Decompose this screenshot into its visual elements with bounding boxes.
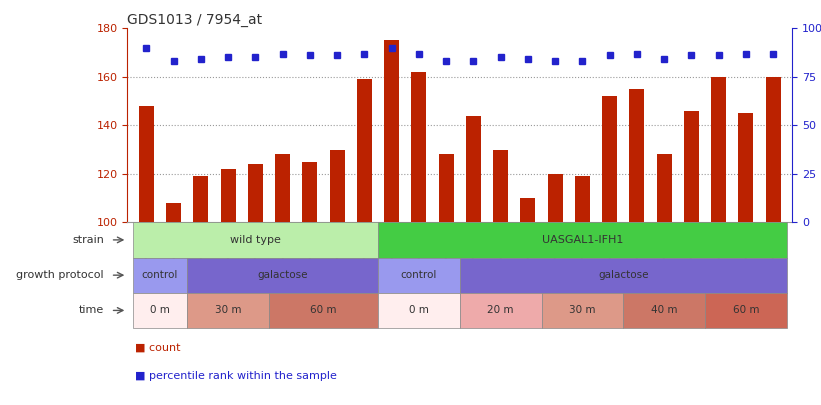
Text: galactose: galactose <box>257 270 308 280</box>
Text: 60 m: 60 m <box>732 305 759 315</box>
Text: strain: strain <box>72 235 104 245</box>
Bar <box>378 258 460 293</box>
Bar <box>575 176 590 222</box>
Text: 20 m: 20 m <box>488 305 514 315</box>
Text: ■ count: ■ count <box>135 342 181 352</box>
Text: 30 m: 30 m <box>215 305 241 315</box>
Bar <box>133 293 187 328</box>
Bar <box>657 154 672 222</box>
Bar <box>357 79 372 222</box>
Text: 0 m: 0 m <box>409 305 429 315</box>
Bar <box>411 72 426 222</box>
Bar <box>139 106 154 222</box>
Bar <box>133 258 187 293</box>
Bar <box>166 203 181 222</box>
Bar <box>275 154 290 222</box>
Bar <box>378 293 460 328</box>
Text: wild type: wild type <box>230 235 281 245</box>
Text: UASGAL1-IFH1: UASGAL1-IFH1 <box>542 235 623 245</box>
Bar <box>684 111 699 222</box>
Bar <box>329 149 345 222</box>
Bar <box>269 293 378 328</box>
Bar <box>766 77 781 222</box>
Text: time: time <box>79 305 104 315</box>
Bar <box>438 154 454 222</box>
Bar <box>521 198 535 222</box>
Bar <box>548 174 562 222</box>
Text: control: control <box>401 270 437 280</box>
Bar <box>542 293 623 328</box>
Bar <box>133 222 378 258</box>
Text: control: control <box>142 270 178 280</box>
Bar <box>602 96 617 222</box>
Bar <box>460 293 542 328</box>
Bar <box>187 293 269 328</box>
Bar <box>623 293 705 328</box>
Bar <box>738 113 754 222</box>
Bar <box>493 149 508 222</box>
Text: growth protocol: growth protocol <box>16 270 104 280</box>
Text: 40 m: 40 m <box>651 305 677 315</box>
Bar <box>194 176 209 222</box>
Bar <box>711 77 726 222</box>
Bar <box>248 164 263 222</box>
Bar <box>460 258 787 293</box>
Bar <box>705 293 787 328</box>
Bar <box>221 169 236 222</box>
Text: 0 m: 0 m <box>150 305 170 315</box>
Text: 60 m: 60 m <box>310 305 337 315</box>
Bar <box>187 258 378 293</box>
Text: galactose: galactose <box>598 270 649 280</box>
Bar <box>302 162 318 222</box>
Bar <box>384 40 399 222</box>
Text: 30 m: 30 m <box>569 305 596 315</box>
Bar <box>378 222 787 258</box>
Text: ■ percentile rank within the sample: ■ percentile rank within the sample <box>135 371 337 381</box>
Bar <box>630 89 644 222</box>
Text: GDS1013 / 7954_at: GDS1013 / 7954_at <box>127 13 263 27</box>
Bar <box>466 115 481 222</box>
